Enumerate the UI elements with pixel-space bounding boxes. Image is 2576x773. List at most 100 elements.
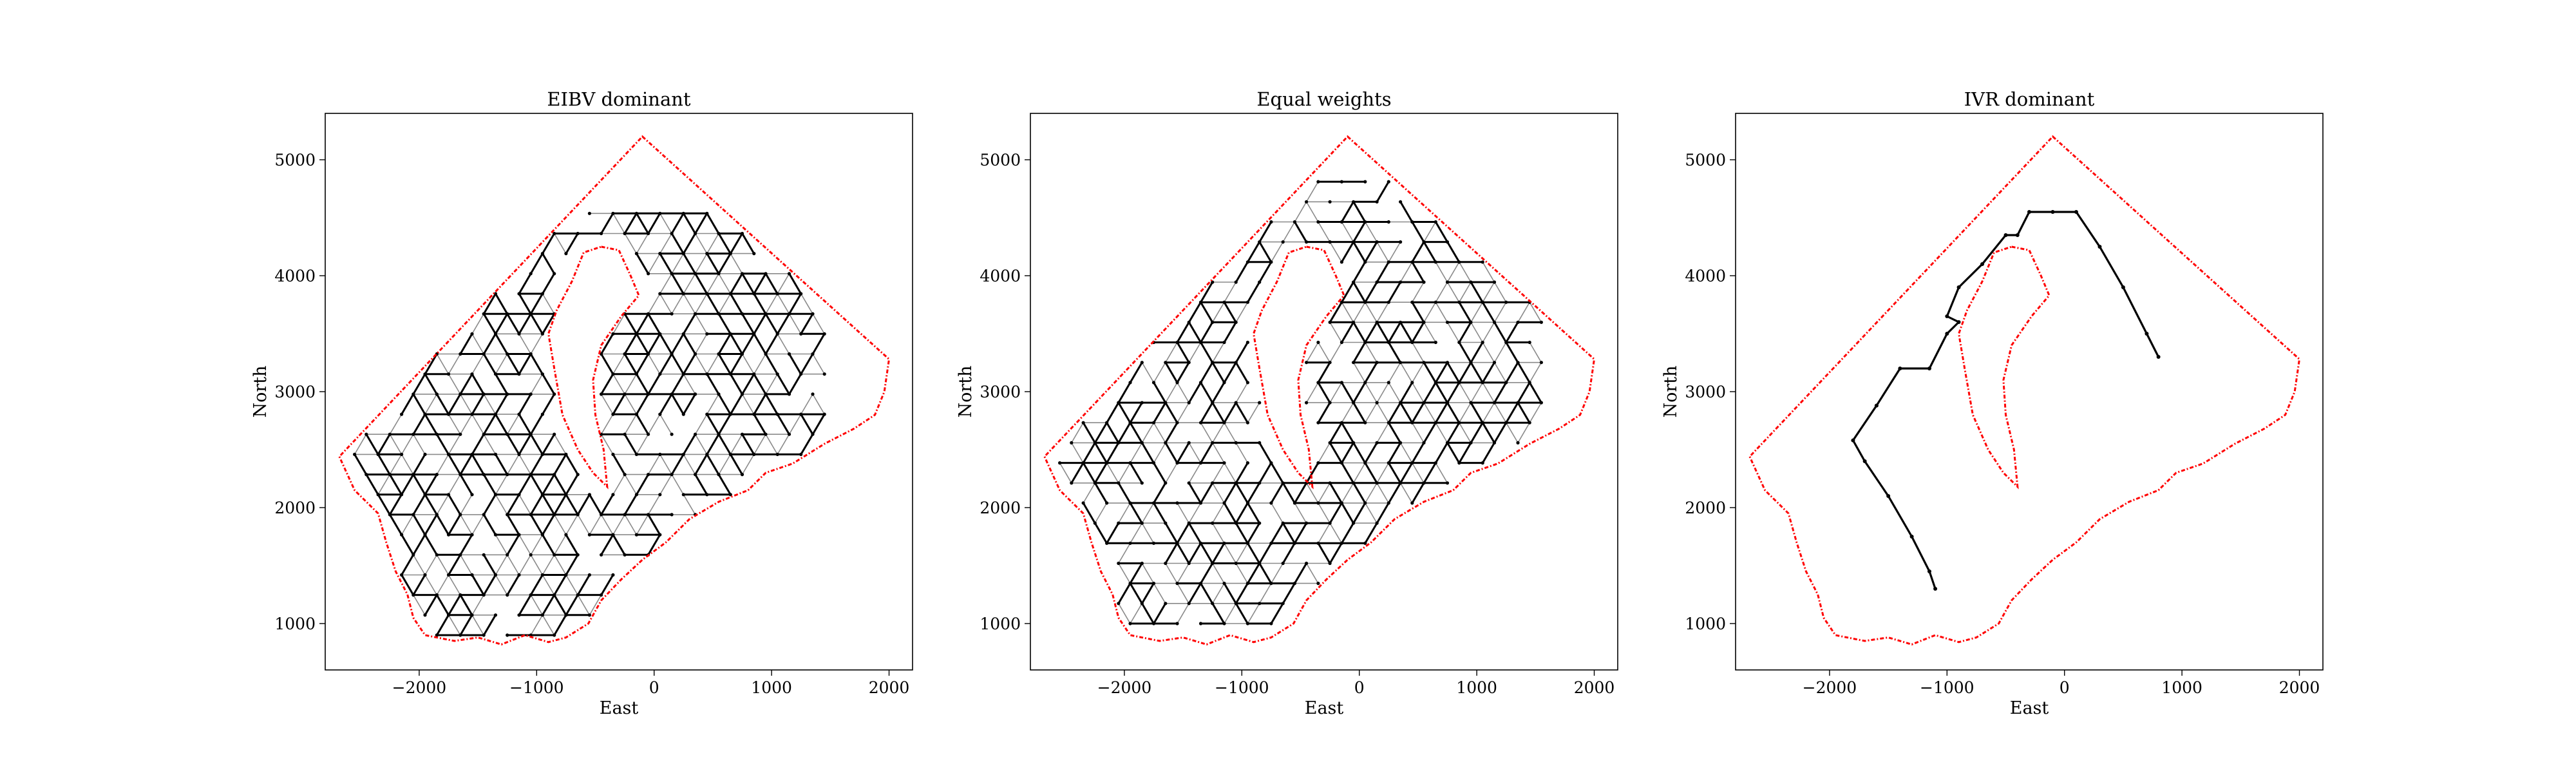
path-segment <box>1317 382 1331 403</box>
path-segment <box>506 534 520 556</box>
waypoint <box>1340 501 1343 505</box>
waypoint <box>1851 438 1855 443</box>
waypoint <box>1187 441 1191 445</box>
waypoint <box>1445 280 1450 284</box>
waypoint <box>1387 260 1390 264</box>
path-segment <box>1482 262 1495 283</box>
path-segment <box>730 253 743 274</box>
waypoint <box>365 473 368 477</box>
path-segment <box>1164 402 1179 423</box>
path-segment <box>1118 502 1131 524</box>
path-segment <box>1423 222 1436 243</box>
path-segment <box>600 213 614 234</box>
waypoint <box>529 513 533 517</box>
path-segment <box>623 333 638 355</box>
path-segment <box>776 414 790 435</box>
waypoint <box>1445 481 1450 485</box>
path-segment <box>1247 522 1260 544</box>
path-segment <box>518 594 532 616</box>
path-segment <box>1493 402 1507 423</box>
waypoint <box>658 292 662 296</box>
waypoint <box>694 231 697 236</box>
path-segment <box>1235 442 1249 464</box>
waypoint <box>1164 361 1168 365</box>
path-segment <box>529 453 544 475</box>
waypoint <box>1352 521 1356 525</box>
waypoint <box>1422 240 1426 244</box>
waypoint <box>1234 401 1238 405</box>
path-segment <box>1446 402 1461 423</box>
path-segment <box>1270 482 1284 504</box>
waypoint <box>740 272 744 276</box>
waypoint <box>681 493 685 497</box>
path-segment <box>482 473 497 495</box>
path-segment <box>636 313 649 335</box>
waypoint <box>658 332 662 336</box>
waypoint <box>1387 421 1390 425</box>
path-segment <box>495 354 508 375</box>
waypoint <box>1128 541 1132 545</box>
path-segment <box>1305 342 1319 363</box>
waypoint <box>506 312 509 316</box>
path-segment <box>600 373 614 395</box>
waypoint <box>1305 361 1309 365</box>
path-segment <box>495 373 508 395</box>
path-segment <box>624 474 638 495</box>
path-segment <box>412 453 426 475</box>
path-line <box>1852 211 2160 589</box>
path-segment <box>765 434 778 455</box>
path-segment <box>1388 462 1401 484</box>
waypoint <box>517 573 521 577</box>
path-segment <box>1224 422 1236 443</box>
path-segment <box>741 333 755 355</box>
path-segment <box>1341 382 1354 403</box>
waypoint <box>811 432 815 436</box>
path-segment <box>1352 221 1367 243</box>
path-segment <box>448 474 461 495</box>
waypoint <box>1469 280 1473 284</box>
waypoint <box>1151 541 1156 545</box>
path-segment <box>1223 321 1237 343</box>
path-segment <box>717 434 732 455</box>
path-segment <box>1117 422 1132 444</box>
path-segment <box>1341 422 1354 444</box>
waypoint <box>787 312 791 316</box>
path-segment <box>1412 282 1425 303</box>
path-segment <box>765 374 778 395</box>
path-segment <box>1365 222 1378 243</box>
waypoint <box>529 593 533 597</box>
waypoint <box>1387 180 1390 184</box>
waypoint <box>1457 421 1461 425</box>
waypoint <box>1445 320 1450 324</box>
path-segment <box>670 333 685 355</box>
waypoint <box>694 312 697 316</box>
path-segment <box>577 595 591 616</box>
waypoint <box>1269 220 1273 224</box>
path-segment <box>471 313 484 334</box>
waypoint <box>423 573 427 577</box>
waypoint <box>1093 441 1097 445</box>
path-segment <box>800 293 813 314</box>
waypoint <box>493 452 498 457</box>
waypoint <box>647 272 650 276</box>
waypoint <box>1422 401 1426 405</box>
waypoint <box>1198 541 1203 545</box>
path-segment <box>1258 262 1273 283</box>
path-segment <box>1459 422 1472 443</box>
path-segment <box>1317 402 1331 423</box>
waypoint <box>1164 401 1168 405</box>
waypoint <box>1151 381 1156 385</box>
path-segment <box>1212 301 1225 323</box>
waypoint <box>435 432 439 436</box>
waypoint <box>482 473 486 477</box>
path-segment <box>600 353 614 375</box>
y-tick-label: 3000 <box>980 383 1021 401</box>
waypoint <box>1539 361 1543 365</box>
path-segment <box>1352 482 1367 504</box>
path-segment <box>412 514 426 535</box>
waypoint <box>1457 260 1461 264</box>
path-segment <box>1435 463 1448 484</box>
waypoint <box>2027 210 2031 214</box>
waypoint <box>787 432 791 436</box>
path-segment <box>1235 262 1249 283</box>
